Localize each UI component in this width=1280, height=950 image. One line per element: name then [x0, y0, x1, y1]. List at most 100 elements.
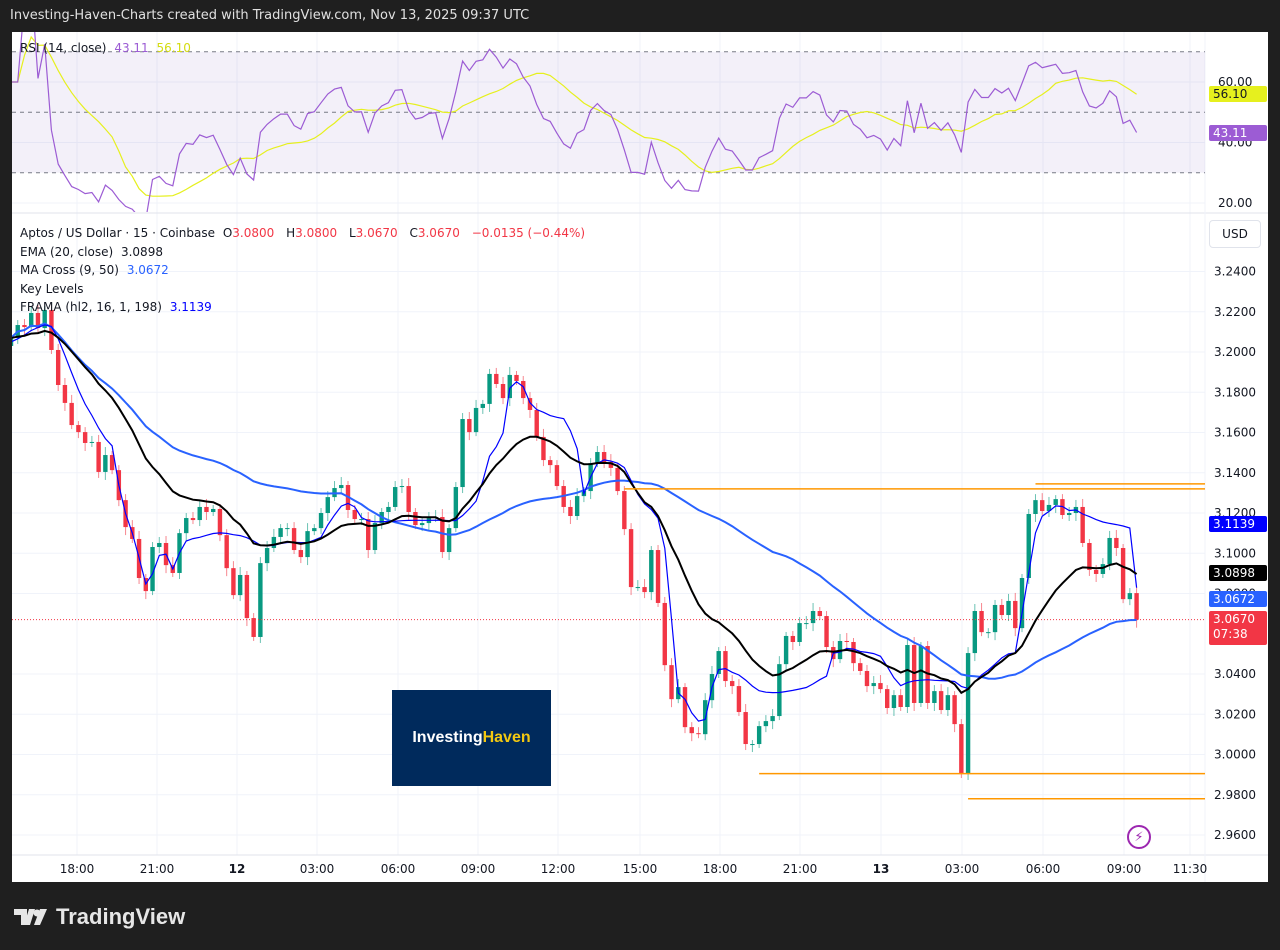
time-axis-tick: 21:00 — [783, 862, 818, 876]
ma-cross-legend[interactable]: MA Cross (9, 50) 3.0672 — [20, 263, 173, 277]
low-value: 3.0670 — [355, 226, 398, 240]
candle-body — [446, 528, 452, 553]
candle-body — [1134, 593, 1139, 620]
candle-body — [453, 487, 459, 529]
chart-title: Investing-Haven-Charts created with Trad… — [10, 8, 530, 23]
price-axis-tick: 3.1400 — [1214, 466, 1256, 480]
candle-body — [1026, 514, 1031, 579]
ema-value: 3.0898 — [120, 245, 163, 259]
candle-body — [1006, 600, 1011, 616]
time-axis-tick: 03:00 — [945, 862, 980, 876]
candle-body — [635, 587, 641, 589]
candle-body — [49, 309, 54, 350]
candle-body — [278, 528, 283, 537]
candle-body — [905, 645, 910, 708]
candle-body — [999, 604, 1004, 616]
high-label: H — [286, 226, 296, 240]
candle-body — [885, 689, 890, 709]
rsi-value-tag: 43.11 — [1209, 125, 1267, 141]
close-label: C — [409, 226, 418, 240]
price-axis-tick: 3.2000 — [1214, 345, 1256, 359]
candle-body — [352, 509, 357, 520]
time-axis-tick: 13 — [873, 862, 890, 876]
candle-body — [211, 508, 216, 512]
close-value: 3.0670 — [417, 226, 460, 240]
candle-body — [716, 651, 721, 674]
candle-body — [312, 528, 317, 532]
rsi-ma-value: 56.10 — [156, 41, 191, 55]
candle-body — [696, 733, 701, 735]
candle-body — [89, 441, 95, 443]
time-axis-tick: 06:00 — [381, 862, 416, 876]
candle-body — [258, 563, 263, 637]
candle-body — [521, 380, 526, 399]
time-axis-tick: 15:00 — [623, 862, 658, 876]
candle-body — [669, 665, 674, 700]
ema-legend[interactable]: EMA (20, close) 3.0898 — [20, 245, 167, 259]
time-axis-tick: 12:00 — [541, 862, 576, 876]
candle-body — [500, 383, 506, 399]
candle-body — [190, 518, 196, 521]
candle-body — [460, 419, 465, 488]
candle-body — [662, 602, 667, 666]
candle-body — [244, 574, 250, 619]
frama-legend[interactable]: FRAMA (hl2, 16, 1, 198) 3.1139 — [20, 300, 216, 314]
frama-label: FRAMA (hl2, 16, 1, 198) — [20, 300, 162, 314]
symbol-name[interactable]: Aptos / US Dollar · 15 · Coinbase — [20, 226, 215, 240]
candle-body — [22, 325, 27, 328]
time-axis-tick: 03:00 — [300, 862, 335, 876]
time-axis-tick: 12 — [229, 862, 246, 876]
key-levels-legend[interactable]: Key Levels — [20, 282, 88, 296]
time-axis-tick: 18:00 — [703, 862, 738, 876]
candle-body — [817, 611, 822, 617]
candle-body — [318, 513, 324, 529]
price-axis-tick: 3.1000 — [1214, 546, 1256, 560]
candle-body — [69, 402, 74, 426]
rsi-value: 43.11 — [114, 41, 149, 55]
candle-body — [157, 542, 162, 548]
ema-label: EMA (20, close) — [20, 245, 114, 259]
open-value: 3.0800 — [232, 226, 275, 240]
candle-body — [986, 632, 991, 634]
candle-body — [689, 727, 694, 734]
candle-body — [264, 548, 270, 564]
high-value: 3.0800 — [295, 226, 338, 240]
ma-value: 3.0672 — [126, 263, 169, 277]
rsi-legend: RSI (14, close) 43.11 56.10 — [20, 41, 195, 55]
candle-body — [62, 385, 68, 403]
investinghaven-watermark: Investing Haven — [392, 690, 551, 786]
candle-body — [595, 452, 600, 464]
candle-body — [339, 485, 344, 489]
candle-body — [96, 441, 101, 472]
tradingview-logo[interactable]: TradingView — [14, 904, 185, 930]
candle-body — [938, 691, 944, 711]
candle-body — [366, 519, 371, 551]
candle-body — [1013, 600, 1018, 629]
candle-body — [797, 623, 802, 643]
candle-body — [534, 409, 539, 437]
bar-countdown: 07:38 — [1213, 627, 1248, 641]
candle-body — [372, 523, 378, 551]
candle-body — [204, 506, 209, 512]
candle-body — [42, 309, 47, 329]
time-axis-tick: 09:00 — [1107, 862, 1142, 876]
candle-body — [844, 640, 849, 643]
candle-body — [952, 695, 957, 725]
candle-body — [1120, 548, 1126, 600]
candle-body — [1040, 500, 1045, 511]
candle-body — [82, 432, 88, 443]
candle-body — [864, 670, 870, 687]
lightning-icon[interactable]: ⚡ — [1127, 825, 1151, 849]
rsi-line — [12, 32, 1138, 212]
candle-body — [1127, 593, 1133, 600]
candle-body — [1107, 537, 1112, 565]
candle-body — [55, 349, 61, 386]
frama-value: 3.1139 — [169, 300, 212, 314]
currency-button[interactable]: USD — [1209, 220, 1261, 248]
candle-body — [1019, 578, 1025, 629]
candle-body — [419, 523, 425, 526]
low-label: L — [348, 226, 356, 240]
candle-body — [103, 455, 108, 472]
candle-body — [298, 550, 304, 558]
